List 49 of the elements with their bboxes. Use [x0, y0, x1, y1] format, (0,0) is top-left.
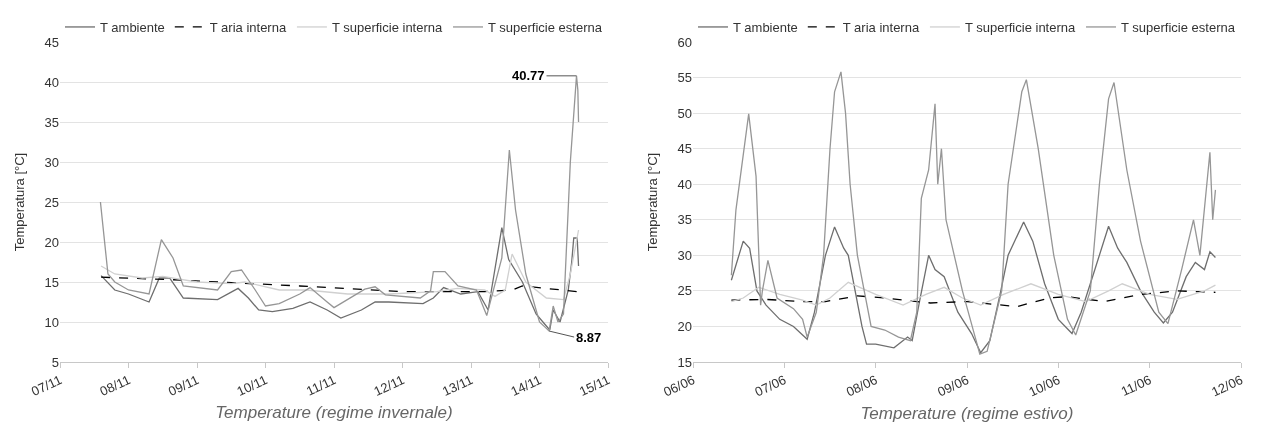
legend-label: T aria interna — [209, 20, 287, 36]
x-tick-label: 07/06 — [752, 372, 789, 400]
x-tick-label: 06/06 — [661, 372, 698, 400]
legend-label: T ambiente — [100, 20, 165, 36]
x-axis-title: Temperature (regime estivo) — [860, 403, 1074, 423]
y-axis-title: Temperatura [°C] — [12, 152, 27, 252]
x-tick-label: 09/11 — [166, 372, 202, 400]
x-tick-label: 13/11 — [440, 372, 476, 400]
x-tick-label: 08/11 — [97, 372, 133, 400]
x-tick-label: 12/11 — [371, 372, 407, 400]
y-tick-label: 40 — [677, 176, 692, 192]
y-tick-label: 40 — [44, 74, 59, 90]
x-tick-label: 10/11 — [234, 372, 270, 400]
x-tick-label: 15/11 — [577, 372, 613, 400]
y-tick-label: 35 — [44, 114, 59, 130]
y-tick-label: 60 — [677, 34, 692, 50]
y-tick-label: 25 — [44, 194, 59, 210]
x-axis-title: Temperature (regime invernale) — [215, 403, 453, 423]
y-tick-label: 45 — [677, 141, 692, 157]
y-tick-label: 5 — [51, 354, 59, 370]
y-tick-label: 25 — [677, 283, 692, 299]
y-tick-label: 20 — [677, 318, 692, 334]
annotation: 8.87 — [576, 330, 602, 345]
x-tick-label: 07/11 — [29, 372, 65, 400]
y-tick-label: 15 — [44, 274, 59, 290]
y-tick-label: 50 — [677, 105, 692, 121]
y-tick-label: 35 — [677, 212, 692, 228]
x-tick-label: 09/06 — [935, 372, 972, 400]
y-tick-label: 55 — [677, 70, 692, 86]
x-tick-label: 08/06 — [843, 372, 880, 400]
y-tick-label: 30 — [677, 247, 692, 263]
y-tick-label: 15 — [677, 354, 692, 370]
x-tick-label: 14/11 — [508, 372, 544, 400]
legend-label: T superficie interna — [964, 20, 1077, 36]
legend-label: T aria interna — [842, 20, 920, 36]
y-tick-label: 20 — [44, 234, 59, 250]
x-tick-label: 11/06 — [1118, 372, 1154, 400]
x-tick-label: 10/06 — [1026, 372, 1063, 400]
y-tick-label: 10 — [44, 314, 59, 330]
y-axis-title: Temperatura [°C] — [645, 152, 660, 252]
legend-label: T superficie interna — [331, 20, 444, 36]
annotation: 40.77 — [512, 68, 545, 83]
y-tick-label: 45 — [44, 34, 59, 50]
x-tick-label: 11/11 — [303, 372, 339, 399]
y-tick-label: 30 — [44, 154, 59, 170]
x-tick-label: 12/06 — [1209, 372, 1246, 400]
legend-label: T superficie esterna — [488, 20, 603, 36]
legend-label: T superficie esterna — [1121, 20, 1236, 36]
legend-label: T ambiente — [733, 20, 798, 36]
